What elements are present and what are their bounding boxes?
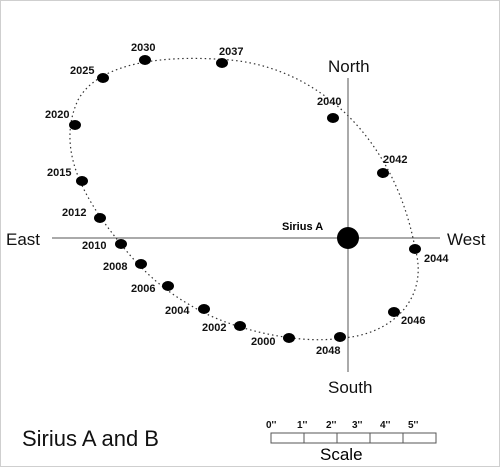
orbit-year-2004: 2004 bbox=[165, 305, 190, 317]
orbit-year-2046: 2046 bbox=[401, 315, 425, 327]
scale-tick-5: 5'' bbox=[408, 420, 418, 431]
orbit-year-2040: 2040 bbox=[317, 96, 341, 108]
orbit-year-2030: 2030 bbox=[131, 42, 155, 54]
orbit-year-2044: 2044 bbox=[424, 253, 449, 265]
orbit-dot-2030 bbox=[139, 55, 151, 65]
diagram-title: Sirius A and B bbox=[22, 426, 159, 451]
orbit-dot-2006 bbox=[162, 281, 174, 291]
sirius-a-label: Sirius A bbox=[282, 221, 323, 233]
orbit-path bbox=[69, 57, 419, 341]
orbit-year-2002: 2002 bbox=[202, 322, 226, 334]
orbit-year-2012: 2012 bbox=[62, 207, 86, 219]
scale-label: Scale bbox=[320, 445, 363, 464]
scale-tick-0: 0'' bbox=[266, 420, 276, 431]
orbit-dot-2042 bbox=[377, 168, 389, 178]
scale-tick-3: 3'' bbox=[352, 420, 362, 431]
orbit-year-2020: 2020 bbox=[45, 109, 69, 121]
orbit-dot-2000 bbox=[283, 333, 295, 343]
orbit-year-2015: 2015 bbox=[47, 167, 71, 179]
orbit-dot-2020 bbox=[69, 120, 81, 130]
orbit-year-2042: 2042 bbox=[383, 154, 407, 166]
direction-south: South bbox=[328, 378, 372, 397]
orbit-dot-2044 bbox=[409, 244, 421, 254]
orbit-dot-2037 bbox=[216, 58, 228, 68]
orbit-dot-2025 bbox=[97, 73, 109, 83]
scale-bar-frame bbox=[270, 432, 437, 444]
direction-west: West bbox=[447, 230, 486, 249]
scale-bar: 0'' 1'' 2'' 3'' 4'' 5'' Scale bbox=[266, 420, 437, 464]
orbit-year-2006: 2006 bbox=[131, 283, 155, 295]
scale-tick-2: 2'' bbox=[326, 420, 336, 431]
direction-east: East bbox=[6, 230, 40, 249]
direction-north: North bbox=[328, 57, 370, 76]
orbit-dot-2012 bbox=[94, 213, 106, 223]
orbit-dot-2008 bbox=[135, 259, 147, 269]
orbit-dot-2048 bbox=[334, 332, 346, 342]
scale-tick-1: 1'' bbox=[297, 420, 307, 431]
orbit-year-2008: 2008 bbox=[103, 261, 127, 273]
sirius-a-star bbox=[337, 227, 359, 249]
orbit-dot-2010 bbox=[115, 239, 127, 249]
orbit-dot-2015 bbox=[76, 176, 88, 186]
orbit-dot-2046 bbox=[388, 307, 400, 317]
orbit-year-2000: 2000 bbox=[251, 336, 275, 348]
scale-tick-4: 4'' bbox=[380, 420, 390, 431]
orbit-dot-2040 bbox=[327, 113, 339, 123]
orbit-year-2025: 2025 bbox=[70, 65, 94, 77]
orbit-points: 2000 2002 2004 2006 2008 2010 2012 2015 … bbox=[45, 42, 449, 357]
orbit-dot-2002 bbox=[234, 321, 246, 331]
orbit-year-2048: 2048 bbox=[316, 345, 340, 357]
orbit-dot-2004 bbox=[198, 304, 210, 314]
orbit-year-2037: 2037 bbox=[219, 46, 243, 58]
orbit-year-2010: 2010 bbox=[82, 240, 106, 252]
